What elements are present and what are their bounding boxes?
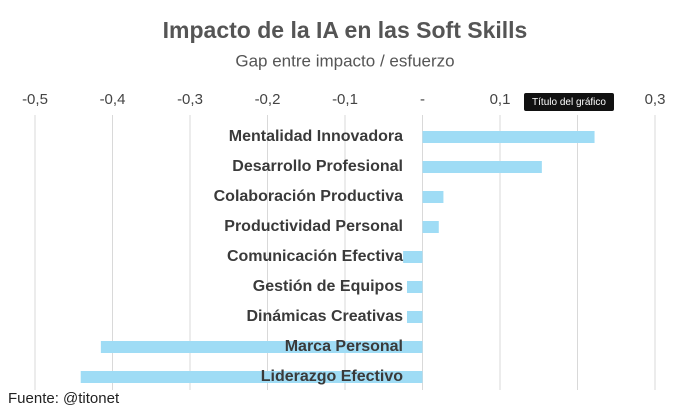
bar [422,191,444,203]
bar [422,161,542,173]
category-label: Dinámicas Creativas [246,308,403,325]
category-label: Gestión de Equipos [253,278,403,295]
x-tick-label: 0,3 [645,91,666,108]
source: Fuente: @titonet [8,390,120,407]
category-label: Liderazgo Efectivo [261,368,403,385]
x-tick-label: 0,1 [490,91,511,108]
category-label: Mentalidad Innovadora [229,128,403,145]
bar [100,341,423,353]
x-tick-label: -0,2 [255,91,281,108]
x-tick-label: -0,1 [332,91,358,108]
category-label: Productividad Personal [224,218,403,235]
category-label: Colaboración Productiva [214,188,403,205]
bar [80,371,423,383]
tooltip-text: Título del gráfico [532,97,606,108]
category-label: Comunicación Efectiva [227,248,403,265]
x-tick-label: -0,3 [177,91,203,108]
bar [403,251,423,263]
tooltip-box [524,93,614,111]
category-label: Marca Personal [285,338,403,355]
category-label: Desarrollo Profesional [232,158,403,175]
chart-title: Impacto de la IA en las Soft Skills [163,17,528,43]
x-tick-label: -0,5 [22,91,48,108]
bar [407,281,423,293]
x-tick-label: - [420,91,425,108]
bar [407,311,423,323]
bar [422,221,439,233]
x-tick-label: -0,4 [100,91,126,108]
chart-subtitle: Gap entre impacto / esfuerzo [235,51,454,70]
tooltip: Título del gráfico [524,93,614,111]
bar [422,131,595,143]
